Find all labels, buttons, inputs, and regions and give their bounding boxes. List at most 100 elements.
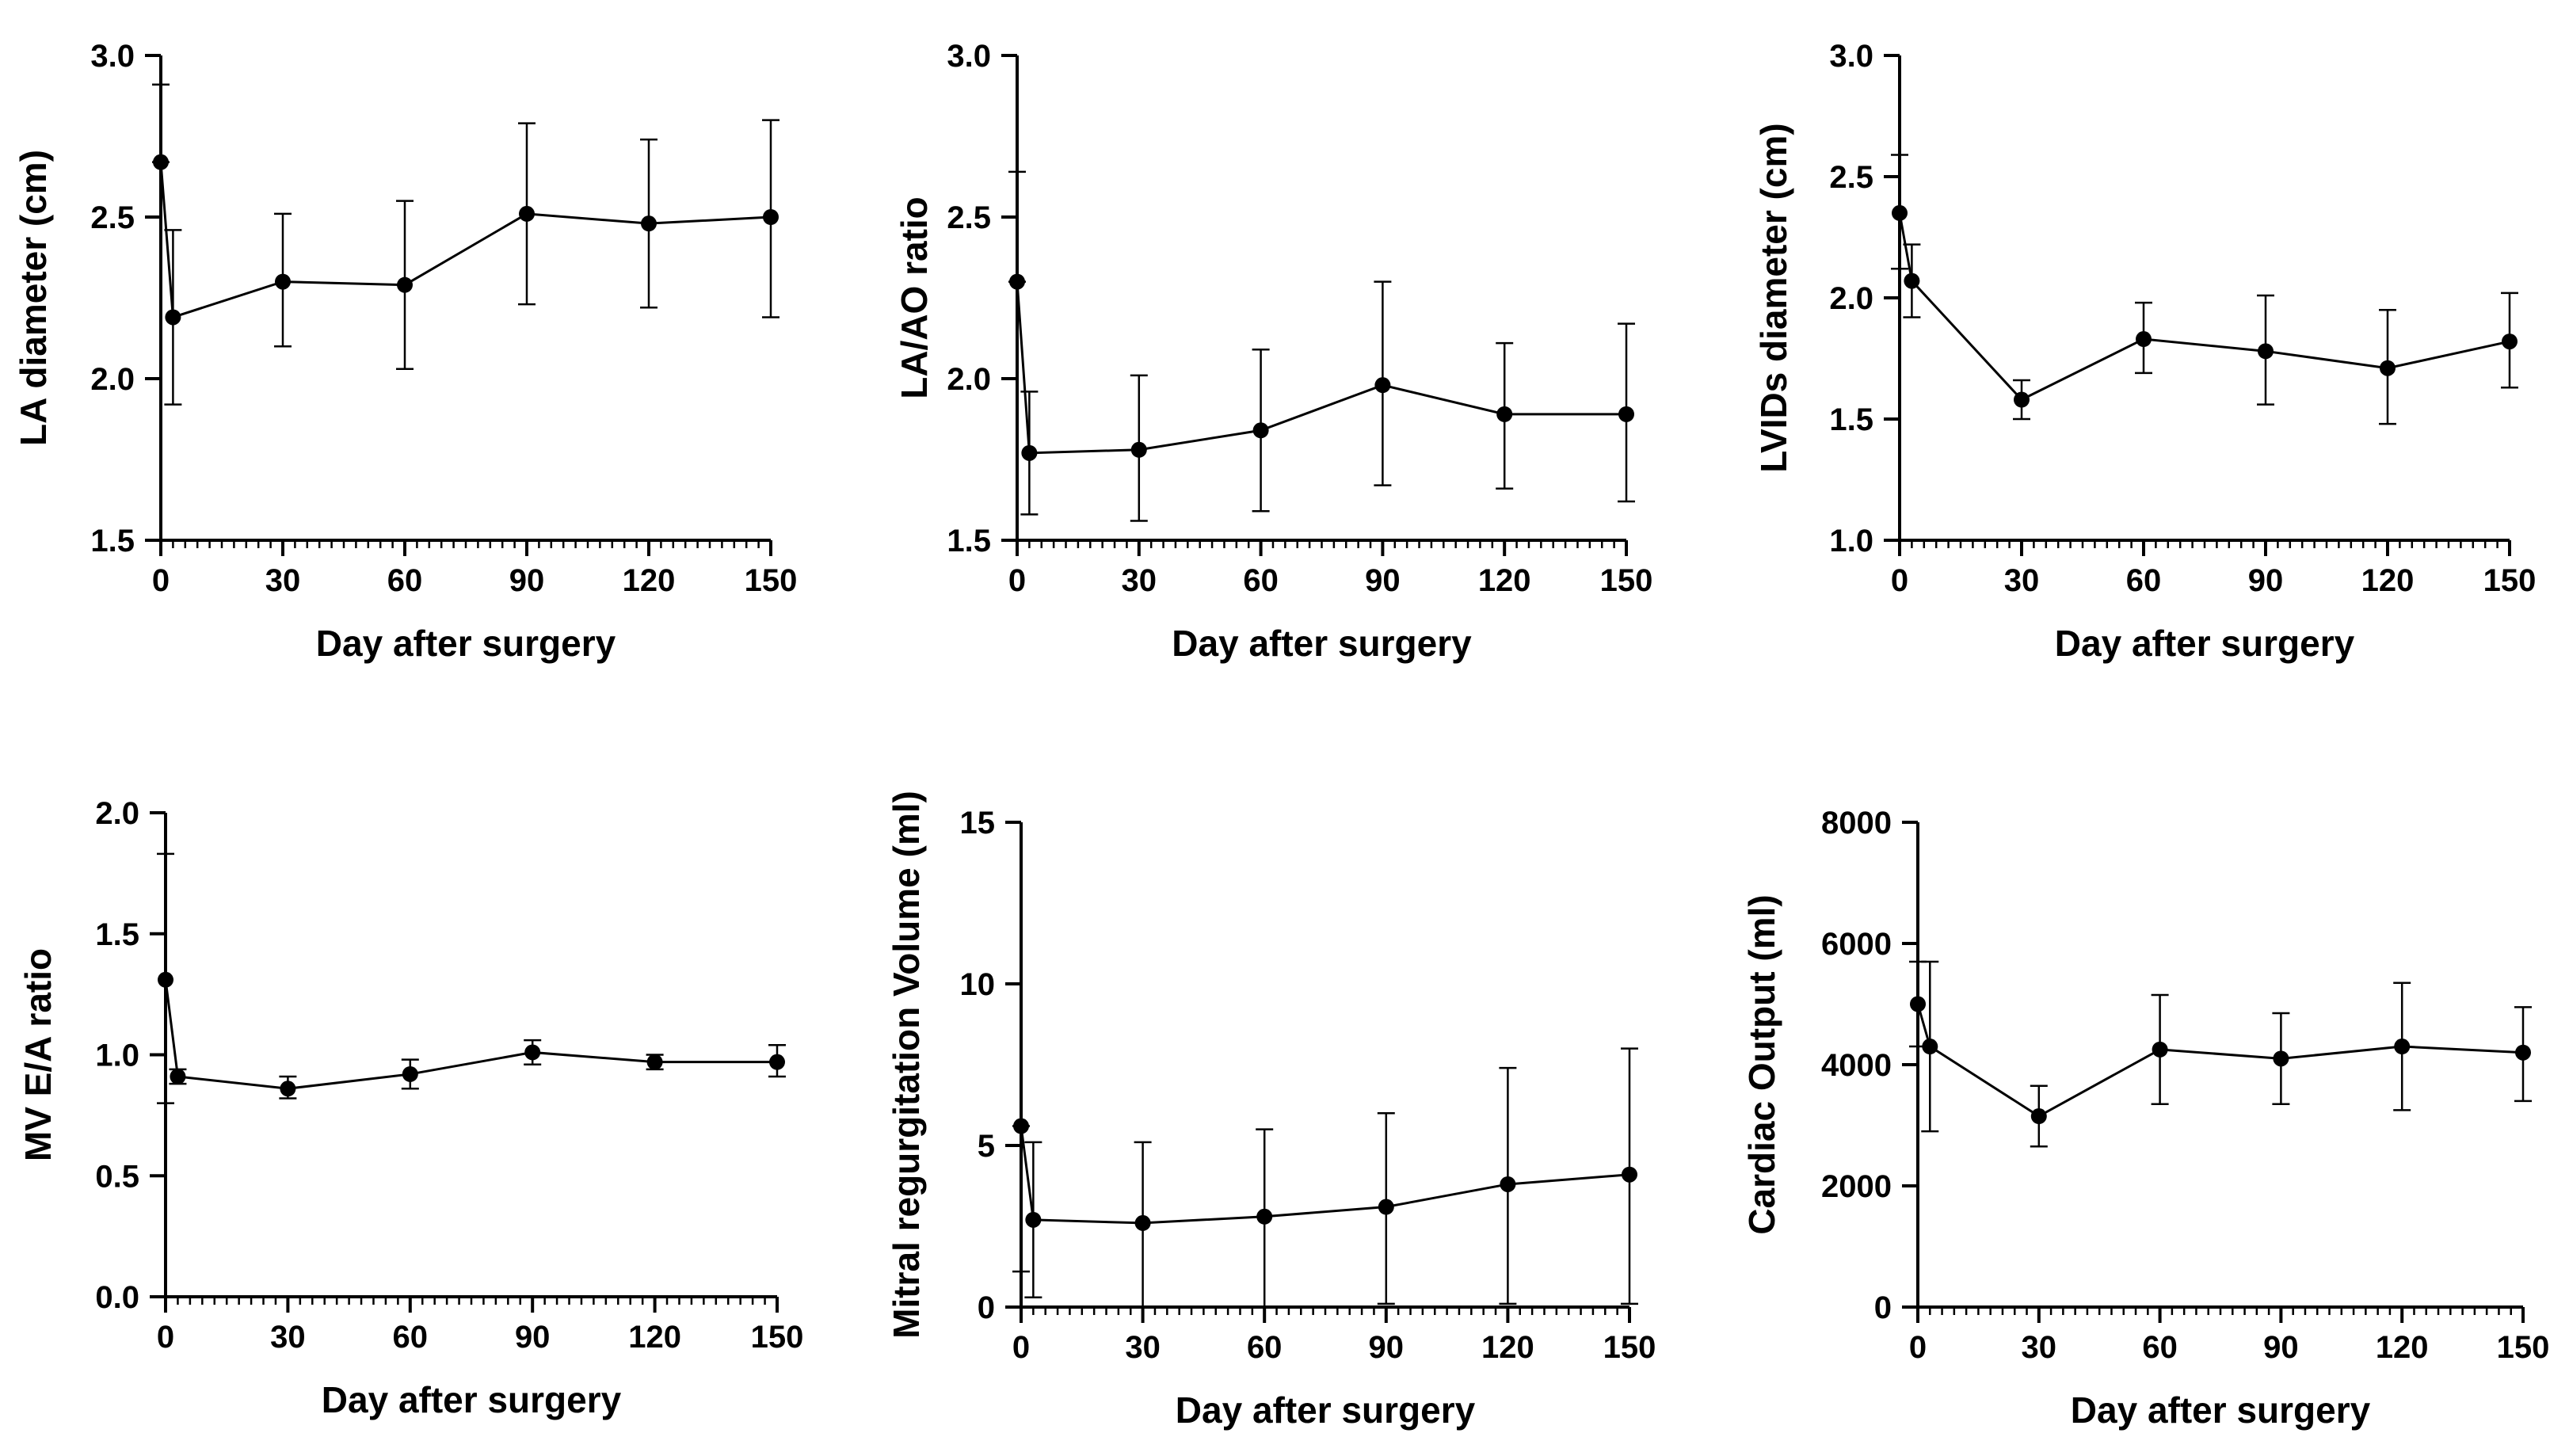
x-tick-label: 30	[1125, 1330, 1161, 1365]
data-point	[1904, 273, 1920, 289]
y-tick-label: 3.0	[90, 39, 135, 74]
data-point	[1021, 444, 1038, 461]
x-axis-title: Day after surgery	[2055, 623, 2355, 664]
x-tick-label: 150	[751, 1320, 804, 1355]
x-tick-label: 150	[1600, 563, 1653, 598]
series-line	[164, 979, 777, 1090]
data-point	[165, 309, 181, 326]
x-axis-title: Day after surgery	[1176, 1389, 1476, 1431]
data-point	[2030, 1108, 2047, 1125]
x-tick-label: 90	[2263, 1330, 2299, 1365]
y-tick-label: 2.0	[90, 362, 135, 397]
data-point	[2380, 360, 2396, 376]
data-point	[402, 1065, 418, 1082]
y-tick-label: 2.0	[947, 362, 991, 397]
y-tick-label: 1.0	[1829, 524, 1873, 558]
data-point	[1256, 1208, 1273, 1225]
x-tick-label: 0	[157, 1320, 174, 1355]
x-tick-label: 90	[1365, 563, 1401, 598]
data-point	[641, 215, 657, 232]
x-tick-label: 30	[1122, 563, 1157, 598]
x-axis-title: Day after surgery	[2071, 1389, 2371, 1431]
y-tick-label: 0	[1874, 1290, 1892, 1325]
data-point	[1013, 1118, 1029, 1134]
data-point	[1374, 377, 1391, 394]
y-axis-title: Mitral regurgitation Volume (ml)	[886, 791, 927, 1339]
data-point	[153, 154, 169, 170]
x-axis-title: Day after surgery	[316, 623, 616, 664]
y-tick-label: 0	[978, 1290, 995, 1325]
data-point	[646, 1054, 663, 1070]
data-point	[1892, 204, 1908, 221]
x-axis-title: Day after surgery	[322, 1379, 622, 1420]
data-point	[2502, 334, 2518, 350]
data-point	[2394, 1039, 2411, 1055]
y-tick-label: 2000	[1821, 1169, 1892, 1204]
x-tick-label: 60	[1247, 1330, 1283, 1365]
x-tick-label: 120	[2376, 1330, 2429, 1365]
x-tick-label: 90	[2248, 563, 2284, 598]
x-tick-label: 90	[515, 1320, 551, 1355]
panel-4: 0 30 60 90 120 150 0.0 0.5 1.0 1.5 2.0 Day after su…	[17, 796, 803, 1420]
y-tick-label: 0.5	[95, 1159, 139, 1194]
data-point	[2273, 1050, 2289, 1067]
y-axis-title: MV E/A ratio	[17, 948, 59, 1161]
x-tick-label: 0	[1909, 1330, 1927, 1365]
x-tick-label: 30	[265, 563, 301, 598]
panel-5: 0 30 60 90 120 150 0 5 10 15 Day after surgery Mitr…	[886, 791, 1656, 1431]
x-tick-label: 120	[1478, 563, 1531, 598]
data-point	[1252, 422, 1269, 439]
y-tick-label: 3.0	[947, 39, 991, 74]
y-tick-label: 3.0	[1829, 39, 1873, 74]
panel-6: 0 30 60 90 120 150 0 2000 4000 6000 8000 Day after …	[1741, 806, 2549, 1431]
x-tick-label: 30	[2022, 1330, 2057, 1365]
y-tick-label: 5	[978, 1129, 995, 1164]
data-point	[1618, 406, 1634, 422]
y-axis-title: Cardiac Output (ml)	[1741, 894, 1782, 1234]
y-tick-label: 1.5	[947, 524, 991, 558]
panel-3: 0 30 60 90 120 150 1.0 1.5 2.0 2.5 3.0 Day after su…	[1753, 39, 2536, 664]
x-tick-label: 60	[1243, 563, 1279, 598]
x-tick-label: 150	[2497, 1330, 2550, 1365]
y-tick-label: 1.5	[90, 524, 135, 558]
data-point	[524, 1044, 541, 1061]
x-tick-label: 90	[509, 563, 545, 598]
x-tick-label: 30	[2004, 563, 2040, 598]
y-tick-label: 2.5	[947, 200, 991, 235]
data-point	[1910, 996, 1926, 1012]
x-tick-label: 60	[393, 1320, 429, 1355]
x-tick-label: 90	[1369, 1330, 1405, 1365]
series-line	[159, 162, 772, 319]
data-point	[280, 1081, 296, 1097]
x-tick-label: 150	[1603, 1330, 1656, 1365]
data-point	[1134, 1214, 1151, 1231]
y-tick-label: 1.5	[95, 917, 139, 952]
y-axis-title: LA diameter (cm)	[13, 150, 54, 446]
y-tick-label: 2.0	[95, 796, 139, 831]
data-point	[1130, 441, 1147, 458]
data-point	[519, 205, 535, 222]
x-tick-label: 0	[1012, 1330, 1030, 1365]
x-tick-label: 0	[152, 563, 170, 598]
data-point	[1500, 1176, 1516, 1192]
series-line	[1916, 1004, 2524, 1118]
series-line	[1898, 212, 2510, 402]
y-tick-label: 6000	[1821, 927, 1892, 962]
data-point	[763, 209, 779, 225]
data-point	[1622, 1166, 1637, 1183]
data-point	[1025, 1211, 1042, 1228]
y-tick-label: 2.0	[1829, 281, 1873, 316]
data-point	[2136, 331, 2152, 348]
panel-1: 0 30 60 90 120 150 1.5 2.0 2.5 3.0 Day after surge…	[13, 39, 797, 664]
data-point	[1922, 1039, 1938, 1055]
y-axis-title: LA/AO ratio	[894, 196, 935, 399]
y-tick-label: 15	[960, 806, 996, 840]
data-point	[397, 276, 413, 293]
y-tick-label: 2.5	[90, 200, 135, 235]
y-tick-label: 1.5	[1829, 402, 1873, 437]
data-point	[2152, 1041, 2168, 1058]
data-point	[2258, 343, 2274, 360]
y-tick-label: 0.0	[95, 1280, 139, 1315]
data-point	[158, 971, 173, 988]
